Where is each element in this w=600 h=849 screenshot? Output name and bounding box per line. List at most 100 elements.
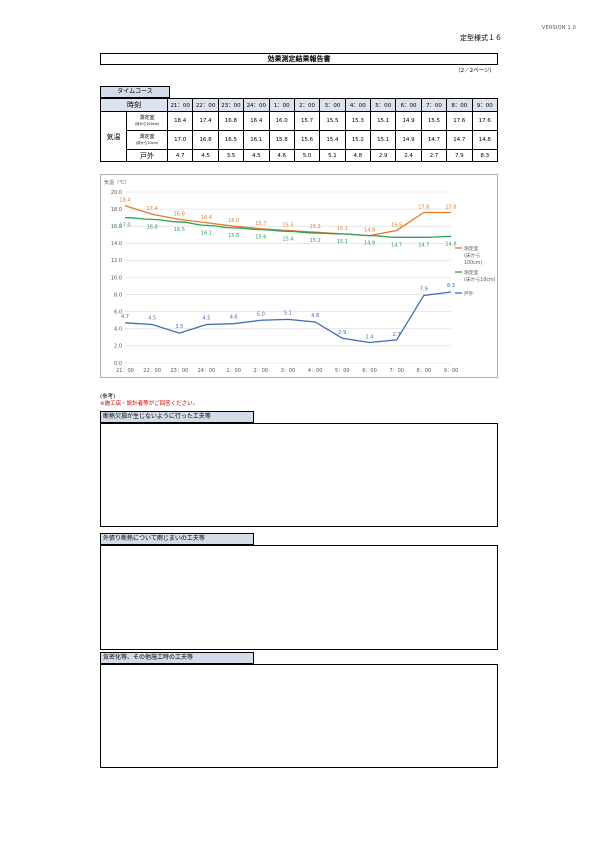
temperature-chart: 気温（℃） 0.0 2.0 4.0 6.0 8.0 10.0 12.0 14.0 16.0 18.0… bbox=[100, 174, 498, 378]
reference-note: ※施工店・設計者等がご回答ください。 bbox=[100, 401, 199, 407]
air-temp-group-label: 気温 bbox=[100, 111, 127, 162]
value-cell: 17.4 bbox=[192, 111, 219, 131]
x-tick-label: 6：00 bbox=[362, 368, 377, 374]
data-label: 16.4 bbox=[201, 215, 212, 221]
y-tick-label: 18.0 bbox=[111, 207, 122, 213]
data-label: 15.7 bbox=[255, 221, 266, 227]
data-label: 15.3 bbox=[310, 224, 321, 230]
time-cell: 4：00 bbox=[344, 98, 372, 112]
time-cell: 2：00 bbox=[293, 98, 321, 112]
data-label: 17.6 bbox=[418, 205, 429, 211]
value-cell: 16.4 bbox=[243, 111, 270, 131]
time-course-label: タイムコース bbox=[100, 86, 170, 98]
value-cell: 15.5 bbox=[420, 111, 448, 131]
value-cell: 4.8 bbox=[344, 149, 372, 162]
data-label: 15.4 bbox=[282, 236, 293, 242]
time-cell: 1：00 bbox=[268, 98, 295, 112]
y-tick-label: 14.0 bbox=[111, 241, 122, 247]
value-cell: 17.6 bbox=[446, 111, 473, 131]
value-cell: 7.9 bbox=[446, 149, 473, 162]
time-header: 時刻 bbox=[100, 98, 168, 112]
page-open: （ bbox=[455, 68, 461, 74]
section-label-airtightness: 気密化等、その他施工時の工夫等 bbox=[100, 652, 254, 664]
x-tick-label: 9：00 bbox=[444, 368, 459, 374]
y-tick-label: 16.0 bbox=[111, 224, 122, 230]
y-tick-label: 2.0 bbox=[114, 344, 122, 350]
data-label: 17.4 bbox=[147, 206, 158, 212]
y-tick-label: 0.0 bbox=[114, 361, 122, 367]
series-line-1 bbox=[124, 217, 452, 238]
version-label: VERSION 1.0 bbox=[541, 25, 576, 31]
y-tick-label: 20.0 bbox=[111, 190, 122, 196]
value-cell: 15.2 bbox=[344, 130, 372, 150]
data-label: 18.4 bbox=[119, 198, 130, 204]
time-cell: 5：00 bbox=[369, 98, 397, 112]
row-label-main: 測定室 bbox=[139, 134, 155, 140]
legend-entry: 戸外 bbox=[464, 290, 474, 297]
x-tick-label: 4：00 bbox=[308, 368, 323, 374]
x-tick-label: 5：00 bbox=[335, 368, 350, 374]
value-cell: 15.1 bbox=[369, 130, 397, 150]
data-label: 2.7 bbox=[393, 332, 401, 338]
page-current: 2 bbox=[460, 68, 465, 74]
section-label-insulation: 断熱欠損が生じないように行った工夫等 bbox=[100, 411, 254, 423]
data-label: 15.1 bbox=[337, 239, 348, 245]
value-cell: 16.0 bbox=[268, 111, 295, 131]
data-label: 16.1 bbox=[201, 230, 212, 236]
row-label-sub: (床から10cm) bbox=[135, 141, 159, 145]
value-cell: 15.3 bbox=[344, 111, 372, 131]
legend-entry: 測定室 bbox=[464, 269, 479, 276]
value-cell: 3.5 bbox=[217, 149, 245, 162]
time-cell: 23：00 bbox=[217, 98, 245, 112]
data-label: 17.6 bbox=[445, 205, 456, 211]
value-cell: 4.5 bbox=[243, 149, 270, 162]
value-cell: 14.9 bbox=[395, 111, 422, 131]
data-label: 2.4 bbox=[366, 334, 374, 340]
value-cell: 2.7 bbox=[420, 149, 448, 162]
x-tick-label: 7：00 bbox=[389, 368, 404, 374]
value-cell: 16.8 bbox=[192, 130, 219, 150]
value-cell: 14.7 bbox=[420, 130, 448, 150]
section-box-insulation[interactable] bbox=[100, 423, 498, 527]
x-tick-label: 2：00 bbox=[254, 368, 269, 374]
data-label: 14.9 bbox=[364, 228, 375, 234]
chart-svg: 気温（℃） 0.0 2.0 4.0 6.0 8.0 10.0 12.0 14.0 16.0 18.0… bbox=[104, 179, 496, 374]
data-label: 14.7 bbox=[418, 242, 429, 248]
value-cell: 14.9 bbox=[395, 130, 422, 150]
value-cell: 15.7 bbox=[293, 111, 321, 131]
value-cell: 17.0 bbox=[166, 130, 194, 150]
value-cell: 2.4 bbox=[395, 149, 422, 162]
data-label: 7.9 bbox=[420, 286, 428, 292]
row-label-main: 測定室 bbox=[139, 115, 155, 121]
data-label: 14.7 bbox=[391, 242, 402, 248]
section-box-rainproofing[interactable] bbox=[100, 545, 498, 650]
value-cell: 16.8 bbox=[217, 111, 245, 131]
section-box-airtightness[interactable] bbox=[100, 664, 498, 768]
table-row: 気温 測定室 (床から100cm) 18.4 17.4 16.8 16.4 16.… bbox=[100, 111, 498, 162]
series-line-0 bbox=[124, 205, 451, 237]
data-label: 4.5 bbox=[203, 316, 211, 322]
data-label: 8.3 bbox=[447, 283, 455, 289]
data-label: 15.5 bbox=[391, 222, 402, 228]
legend-entry: (床から10cm) bbox=[464, 276, 496, 283]
value-cell: 14.7 bbox=[446, 130, 473, 150]
value-cell: 8.3 bbox=[471, 149, 498, 162]
value-cell: 4.5 bbox=[192, 149, 219, 162]
data-label: 4.6 bbox=[230, 315, 238, 321]
value-cell: 4.6 bbox=[268, 149, 295, 162]
x-tick-label: 3：00 bbox=[281, 368, 296, 374]
data-label: 14.9 bbox=[364, 241, 375, 247]
value-cell: 15.4 bbox=[319, 130, 346, 150]
page-indicator: （2／2ページ） bbox=[455, 66, 495, 74]
legend-entry: 100cm) bbox=[464, 260, 482, 266]
value-cell: 16.5 bbox=[217, 130, 245, 150]
value-cell: 15.8 bbox=[268, 130, 295, 150]
y-tick-label: 12.0 bbox=[111, 258, 122, 264]
page-separator: ／ bbox=[464, 68, 470, 74]
x-tick-label: 1：00 bbox=[226, 368, 241, 374]
time-cell: 21：00 bbox=[166, 98, 194, 112]
series-line-2 bbox=[124, 291, 452, 344]
table-header-row: 時刻 21：00 22：00 23：00 24：00 1：00 2：00 3：0… bbox=[100, 98, 498, 112]
time-cell: 7：00 bbox=[420, 98, 448, 112]
x-tick-label: 23：00 bbox=[170, 368, 188, 374]
